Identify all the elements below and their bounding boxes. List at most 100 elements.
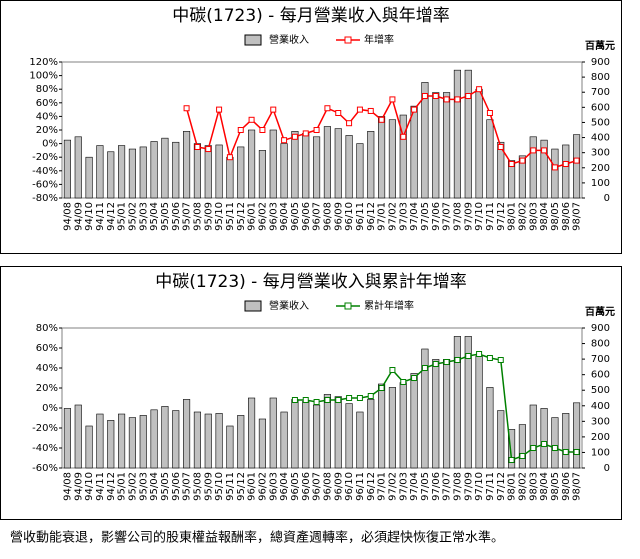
marker (497, 144, 504, 150)
bar (334, 128, 342, 199)
x-tick-label: 95/10 (214, 202, 225, 231)
y2-tick-label: 700 (591, 354, 610, 365)
y2-tick-label: 300 (591, 148, 610, 159)
bar (172, 410, 180, 469)
bar (486, 119, 494, 199)
bar (464, 336, 472, 469)
bar (497, 141, 505, 199)
bar (204, 145, 212, 199)
marker (205, 146, 212, 153)
legend-label: 年增率 (364, 33, 394, 46)
bar (529, 404, 537, 469)
bar (540, 139, 548, 199)
x-tick-label: 97/05 (420, 472, 431, 501)
x-tick-label: 97/06 (431, 202, 442, 231)
y2-axis-label: 百萬元 (585, 39, 615, 52)
bar (291, 131, 299, 199)
bar (475, 355, 483, 469)
marker (226, 154, 233, 161)
y2-tick-label: 300 (591, 416, 610, 427)
bar (518, 424, 526, 469)
marker (476, 86, 483, 93)
bar (323, 126, 331, 199)
bar (367, 399, 375, 469)
x-tick-label: 97/03 (398, 472, 409, 501)
legend-swatch (344, 36, 352, 44)
y-tick-label: 0% (42, 139, 58, 150)
x-tick-label: 94/12 (106, 472, 117, 501)
marker (530, 445, 537, 451)
y-tick-label: 120% (29, 57, 58, 68)
x-tick-label: 97/12 (496, 202, 507, 231)
x-tick-label: 96/10 (344, 202, 355, 231)
bar (464, 69, 472, 199)
bar (128, 148, 136, 199)
y-tick-label: -20% (32, 423, 58, 434)
chart-title: 中碳(1723) - 每月營業收入與累計年增率 (155, 272, 466, 292)
marker (346, 120, 353, 127)
x-tick-label: 97/06 (431, 472, 442, 501)
x-tick-label: 96/01 (247, 202, 258, 231)
x-tick-label: 95/06 (171, 202, 182, 231)
marker (400, 133, 407, 140)
marker (454, 357, 461, 363)
bar (118, 413, 126, 469)
x-tick-label: 95/12 (236, 202, 247, 231)
marker (551, 164, 558, 171)
x-tick-label: 95/07 (182, 472, 193, 501)
y-tick-label: 100% (29, 71, 58, 82)
y-tick-label: -60% (32, 179, 58, 190)
bar (183, 399, 191, 469)
x-tick-label: 98/02 (517, 472, 528, 501)
marker (443, 96, 450, 103)
bar (410, 105, 418, 199)
x-tick-label: 95/09 (203, 202, 214, 231)
marker (324, 397, 331, 403)
x-tick-label: 96/05 (290, 202, 301, 231)
bar (183, 131, 191, 199)
y2-tick-label: 0 (604, 193, 610, 204)
x-tick-label: 94/11 (95, 202, 106, 231)
marker (530, 147, 537, 154)
x-tick-label: 95/01 (117, 202, 128, 231)
marker (411, 375, 418, 381)
bar (204, 413, 212, 469)
bar (63, 408, 71, 469)
bar (334, 396, 342, 469)
bar (302, 133, 310, 199)
y2-tick-label: 400 (591, 133, 610, 144)
marker (519, 453, 526, 459)
y2-tick-label: 900 (591, 57, 610, 68)
x-tick-label: 95/06 (171, 472, 182, 501)
bar (280, 143, 288, 199)
x-tick-label: 96/12 (366, 472, 377, 501)
x-tick-label: 97/03 (398, 202, 409, 231)
legend-swatch (344, 302, 352, 310)
x-tick-label: 95/02 (127, 202, 138, 231)
bar (388, 387, 396, 469)
marker (335, 110, 342, 116)
y-tick-label: -80% (32, 193, 58, 204)
bar (443, 359, 451, 469)
y-tick-label: 80% (36, 323, 58, 334)
bar (74, 404, 82, 469)
x-tick-label: 94/09 (73, 472, 84, 501)
x-tick-label: 97/09 (463, 202, 474, 231)
x-tick-label: 95/10 (214, 472, 225, 501)
x-tick-label: 98/07 (572, 202, 583, 231)
x-tick-label: 98/01 (507, 202, 518, 231)
y-tick-label: -40% (32, 443, 58, 454)
y2-tick-label: 500 (591, 117, 610, 128)
y-tick-label: -20% (32, 152, 58, 163)
x-tick-label: 96/09 (333, 472, 344, 501)
bar (215, 413, 223, 469)
x-tick-label: 96/12 (366, 202, 377, 231)
x-tick-label: 98/05 (550, 472, 561, 501)
x-tick-label: 95/08 (192, 202, 203, 231)
bar (74, 136, 82, 199)
bar (551, 417, 559, 469)
marker (367, 107, 374, 114)
y2-tick-label: 700 (591, 87, 610, 98)
bar (85, 425, 93, 469)
